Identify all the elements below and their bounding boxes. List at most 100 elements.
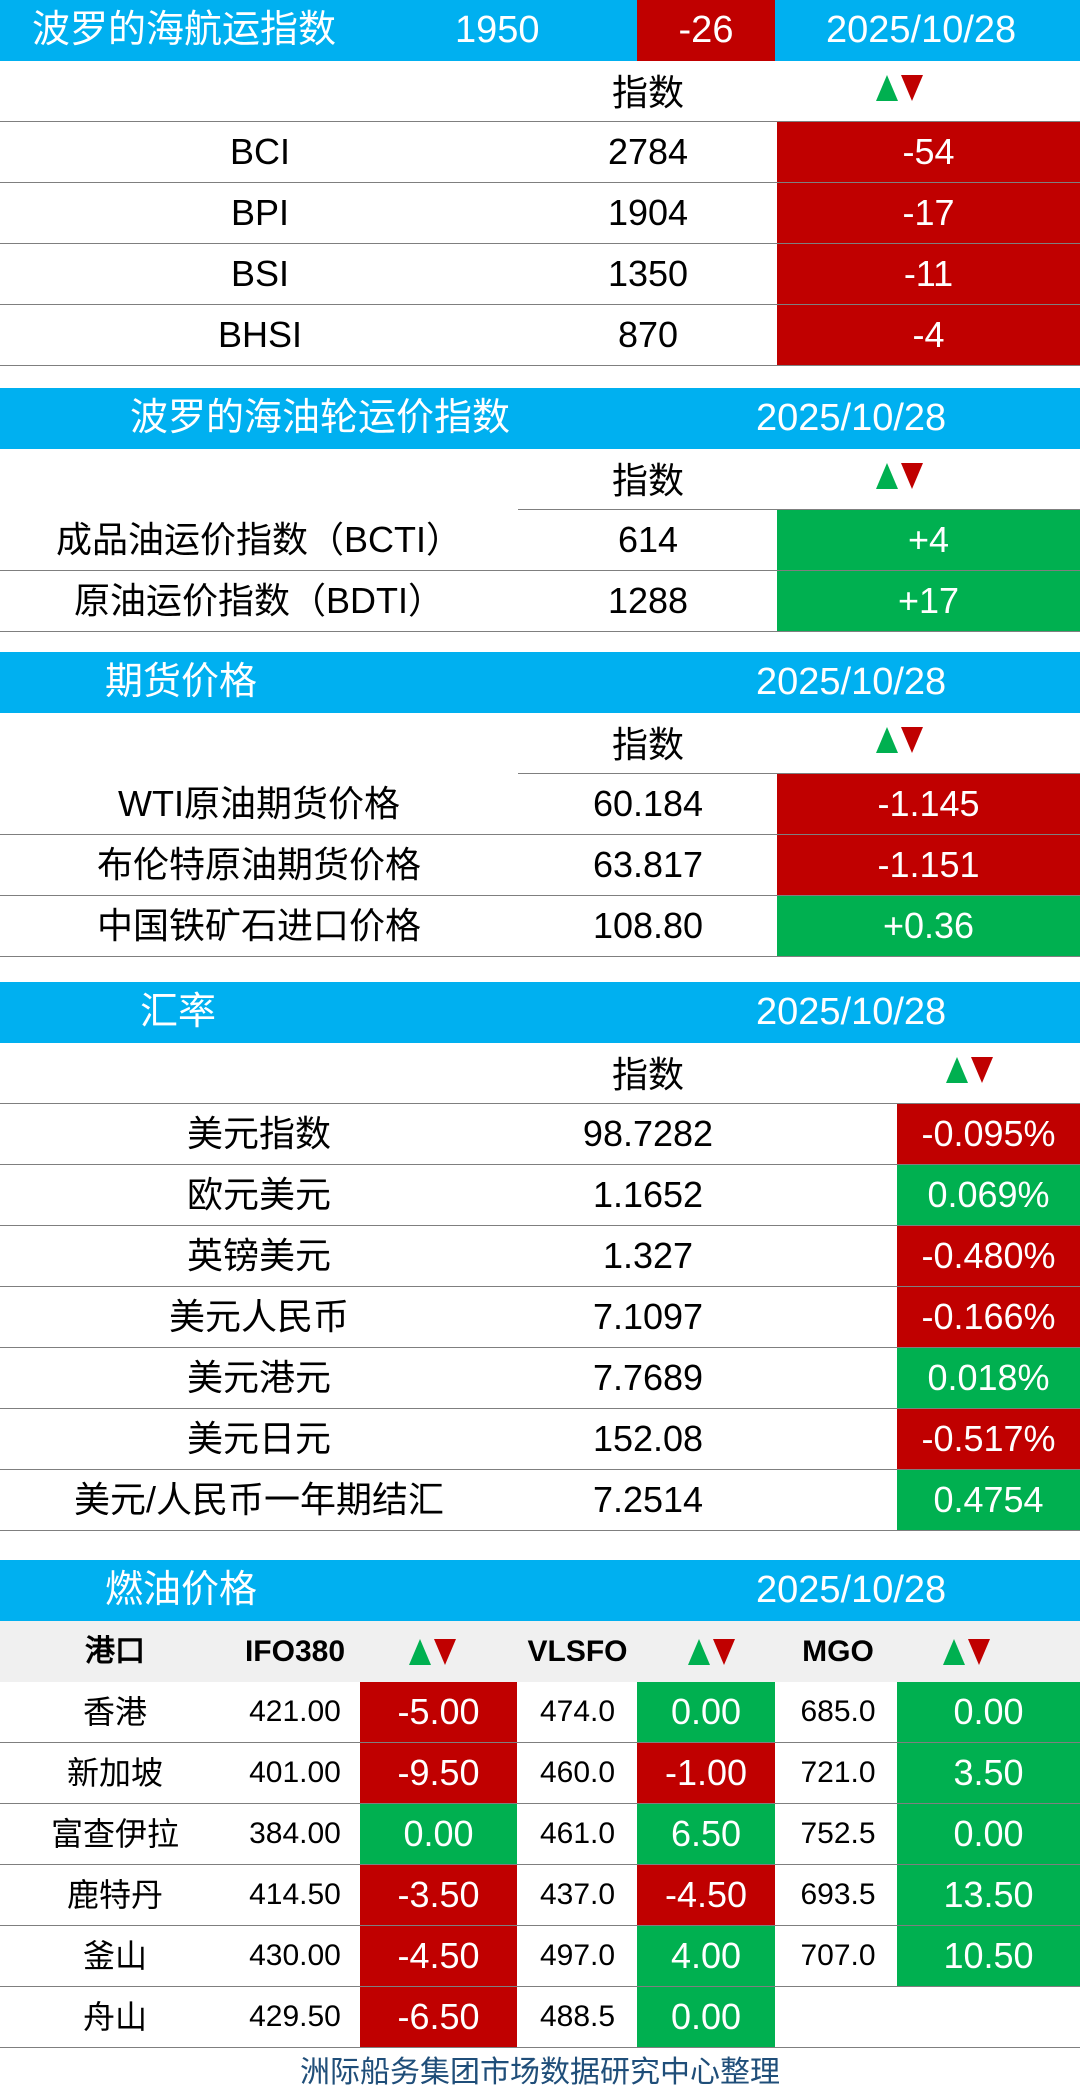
fuel-vlsfo-change: -1.00 bbox=[637, 1743, 775, 1803]
fx-row-change: 0.4754 bbox=[897, 1470, 1080, 1530]
fuel-col-vlsfo: VLSFO bbox=[527, 1635, 628, 1668]
fuel-vlsfo-price: 488.5 bbox=[539, 2000, 616, 2033]
fx-row-name: 美元港元 bbox=[186, 1357, 331, 1398]
bdi-row-value: 1904 bbox=[607, 192, 689, 233]
futures-date: 2025/10/28 bbox=[756, 661, 947, 703]
fuel-vlsfo-change: 4.00 bbox=[637, 1926, 775, 1986]
divider bbox=[0, 1530, 1080, 1531]
futures-row-name: WTI原油期货价格 bbox=[118, 783, 400, 824]
futures-row-name: 布伦特原油期货价格 bbox=[96, 844, 421, 885]
tanker-row-change: +4 bbox=[777, 510, 1080, 570]
fx-row-name: 美元人民币 bbox=[168, 1296, 349, 1337]
futures-row-value: 108.80 bbox=[592, 905, 704, 946]
fx-header: 汇率 2025/10/28 bbox=[0, 982, 1080, 1043]
fuel-ifo380-price: 429.50 bbox=[249, 2000, 341, 2033]
bdi-row-name: BCI bbox=[229, 131, 290, 172]
bdi-change: -26 bbox=[637, 0, 775, 61]
fx-row-change: -0.095% bbox=[897, 1104, 1080, 1164]
fuel-port: 富查伊拉 bbox=[50, 1816, 179, 1852]
fuel-vlsfo-change: 6.50 bbox=[637, 1804, 775, 1864]
fx-row-name: 美元/人民币一年期结汇 bbox=[73, 1479, 444, 1520]
divider bbox=[0, 121, 1080, 122]
bdi-change-text: -26 bbox=[678, 9, 734, 51]
divider bbox=[0, 1986, 1080, 1987]
fx-row-change: 0.018% bbox=[897, 1348, 1080, 1408]
bdi-row-name: BPI bbox=[230, 192, 290, 233]
vlsfo-updown-icon bbox=[688, 1639, 735, 1665]
fx-row-name: 欧元美元 bbox=[186, 1174, 331, 1215]
divider bbox=[0, 1864, 1080, 1865]
tanker-row-change: +17 bbox=[777, 571, 1080, 631]
fuel-mgo-price: 752.5 bbox=[800, 1817, 876, 1850]
futures-header: 期货价格 2025/10/28 bbox=[0, 652, 1080, 713]
fx-row-value: 1.327 bbox=[602, 1235, 694, 1276]
fuel-ifo380-price: 430.00 bbox=[249, 1939, 341, 1972]
divider bbox=[0, 1925, 1080, 1926]
bdi-row-value: 1350 bbox=[607, 253, 689, 294]
fx-row-name: 英镑美元 bbox=[186, 1235, 331, 1276]
futures-row-name: 中国铁矿石进口价格 bbox=[96, 905, 421, 946]
divider bbox=[0, 1347, 1080, 1348]
fuel-mgo-change: 10.50 bbox=[897, 1926, 1080, 1986]
ifo-updown-icon bbox=[409, 1639, 456, 1665]
fuel-vlsfo-change: -4.50 bbox=[637, 1865, 775, 1925]
divider bbox=[0, 1469, 1080, 1470]
fuel-port: 釜山 bbox=[82, 1938, 147, 1974]
fuel-port: 鹿特丹 bbox=[66, 1877, 163, 1913]
fx-row-value: 1.1652 bbox=[592, 1174, 704, 1215]
bdi-row-name: BHSI bbox=[217, 314, 303, 355]
fuel-col-mgo: MGO bbox=[802, 1635, 874, 1668]
futures-row-change: -1.151 bbox=[777, 835, 1080, 895]
fuel-mgo-price: 707.0 bbox=[800, 1939, 876, 1972]
fuel-vlsfo-price: 474.0 bbox=[539, 1695, 616, 1728]
bdi-header: 波罗的海航运指数 1950 -26 2025/10/28 bbox=[0, 0, 1080, 61]
fx-row-name: 美元指数 bbox=[186, 1113, 331, 1154]
divider bbox=[0, 834, 1080, 835]
bdi-row-change: -17 bbox=[777, 183, 1080, 243]
bdi-col-index: 指数 bbox=[611, 72, 684, 113]
divider bbox=[0, 304, 1080, 305]
fx-row-change: -0.166% bbox=[897, 1287, 1080, 1347]
divider bbox=[0, 243, 1080, 244]
fuel-mgo-change: 3.50 bbox=[897, 1743, 1080, 1803]
divider bbox=[518, 773, 1080, 774]
fuel-vlsfo-change: 0.00 bbox=[637, 1682, 775, 1742]
fuel-ifo380-change: -6.50 bbox=[360, 1987, 517, 2047]
futures-col-index: 指数 bbox=[611, 724, 684, 765]
tanker-row-value: 614 bbox=[617, 519, 679, 560]
fx-row-value: 152.08 bbox=[592, 1418, 704, 1459]
divider bbox=[0, 895, 1080, 896]
fuel-mgo-change: 0.00 bbox=[897, 1682, 1080, 1742]
fuel-port: 香港 bbox=[82, 1694, 147, 1730]
futures-row-value: 63.817 bbox=[592, 844, 704, 885]
fuel-ifo380-price: 421.00 bbox=[249, 1695, 341, 1728]
tanker-header: 波罗的海油轮运价指数 2025/10/28 bbox=[0, 388, 1080, 449]
divider bbox=[0, 1408, 1080, 1409]
bdi-row-change: -54 bbox=[777, 122, 1080, 182]
fuel-ifo380-change: -9.50 bbox=[360, 1743, 517, 1803]
fx-row-value: 7.1097 bbox=[592, 1296, 704, 1337]
futures-row-change: -1.145 bbox=[777, 774, 1080, 834]
fx-row-value: 7.2514 bbox=[592, 1479, 704, 1520]
tanker-col-index: 指数 bbox=[611, 460, 684, 501]
mgo-updown-icon bbox=[943, 1639, 990, 1665]
fx-row-change: -0.480% bbox=[897, 1226, 1080, 1286]
divider bbox=[0, 2047, 1080, 2048]
fuel-port: 舟山 bbox=[82, 1999, 147, 2035]
fx-row-name: 美元日元 bbox=[186, 1418, 331, 1459]
futures-row-change: +0.36 bbox=[777, 896, 1080, 956]
divider bbox=[518, 509, 1080, 510]
tanker-row-name: 原油运价指数（BDTI） bbox=[73, 580, 444, 621]
fuel-ifo380-price: 401.00 bbox=[249, 1756, 341, 1789]
fuel-vlsfo-price: 460.0 bbox=[539, 1756, 616, 1789]
fx-updown-icon bbox=[946, 1057, 993, 1083]
fuel-ifo380-change: -5.00 bbox=[360, 1682, 517, 1742]
divider bbox=[0, 1225, 1080, 1226]
fuel-vlsfo-price: 437.0 bbox=[539, 1878, 616, 1911]
bdi-row-name: BSI bbox=[230, 253, 290, 294]
fuel-col-port: 港口 bbox=[85, 1635, 145, 1668]
divider bbox=[0, 570, 1080, 571]
fuel-vlsfo-price: 461.0 bbox=[539, 1817, 616, 1850]
fx-date: 2025/10/28 bbox=[756, 991, 947, 1033]
fx-row-value: 7.7689 bbox=[592, 1357, 704, 1398]
